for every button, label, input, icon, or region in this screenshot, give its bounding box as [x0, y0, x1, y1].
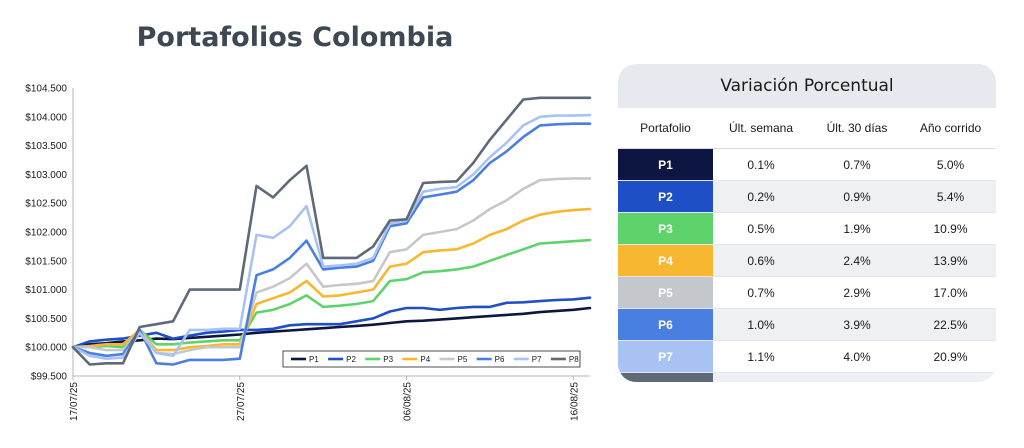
- table-row: P2 0.2% 0.9% 5.4%: [618, 180, 996, 213]
- series-line-p4: [71, 207, 592, 352]
- ult-30-dias-cell: 0.9%: [809, 180, 905, 213]
- legend-label-p3: P3: [383, 355, 393, 364]
- chart-title: Portafolios Colombia: [136, 22, 454, 53]
- legend-label-p8: P8: [569, 355, 579, 364]
- y-tick-label: $100.500: [25, 314, 67, 325]
- y-tick-label: $101.500: [25, 256, 67, 267]
- table-row: P3 0.5% 1.9% 10.9%: [618, 212, 996, 245]
- y-tick-label: $102.000: [25, 228, 67, 239]
- variation-table-card: Variación Porcentual Portafolio Últ. sem…: [618, 64, 996, 382]
- legend-box: [282, 350, 581, 368]
- series-line-p1: [71, 306, 592, 349]
- portfolio-cell: P3: [618, 212, 713, 245]
- series-line-p6: [71, 122, 592, 366]
- table-row: P6 1.0% 3.9% 22.5%: [618, 308, 996, 341]
- table-row: P7 1.1% 4.0% 20.9%: [618, 340, 996, 373]
- portfolio-cell: P5: [618, 276, 713, 309]
- x-tick-label: 06/08/25: [403, 382, 414, 421]
- ult-semana-cell: 0.6%: [713, 244, 809, 277]
- portfolio-cell: P7: [618, 340, 713, 373]
- ult-30-dias-cell: 3.9%: [809, 308, 905, 341]
- header-ult-semana: Últ. semana: [713, 108, 809, 149]
- ult-semana-cell: 1.2%: [713, 372, 809, 382]
- ult-30-dias-cell: 4.0%: [809, 340, 905, 373]
- ult-30-dias-cell: 4.3%: [809, 372, 905, 382]
- ano-corrido-cell: 10.9%: [905, 212, 996, 245]
- y-tick-label: $104.000: [25, 112, 67, 123]
- x-tick-label: 27/07/25: [236, 382, 247, 421]
- table-row: P4 0.6% 2.4% 13.9%: [618, 244, 996, 277]
- ano-corrido-cell: 22.5%: [905, 308, 996, 341]
- ult-30-dias-cell: 2.4%: [809, 244, 905, 277]
- series-line-p7: [71, 113, 592, 361]
- ult-semana-cell: 1.0%: [713, 308, 809, 341]
- header-portafolio: Portafolio: [618, 108, 713, 149]
- ano-corrido-cell: 5.4%: [905, 180, 996, 213]
- y-tick-label: $101.000: [25, 285, 67, 296]
- ult-30-dias-cell: 0.7%: [809, 148, 905, 181]
- ano-corrido-cell: 19.9%: [905, 372, 996, 382]
- ult-semana-cell: 0.1%: [713, 148, 809, 181]
- ult-30-dias-cell: 2.9%: [809, 276, 905, 309]
- ano-corrido-cell: 17.0%: [905, 276, 996, 309]
- legend-label-p5: P5: [458, 355, 468, 364]
- table-row: P5 0.7% 2.9% 17.0%: [618, 276, 996, 309]
- portfolio-cell: P6: [618, 308, 713, 341]
- ult-semana-cell: 0.5%: [713, 212, 809, 245]
- table-row: P1 0.1% 0.7% 5.0%: [618, 148, 996, 181]
- header-ano-corrido: Año corrido: [905, 108, 996, 149]
- y-tick-label: $99.500: [31, 372, 68, 383]
- y-tick-label: $103.000: [25, 170, 67, 181]
- legend-label-p4: P4: [420, 355, 430, 364]
- y-tick-label: $104.500: [25, 84, 67, 95]
- series-line-p2: [71, 296, 592, 349]
- table-row: P81.2%4.3%19.9%: [618, 372, 996, 382]
- legend-label-p6: P6: [495, 355, 505, 364]
- portfolio-cell: P8: [618, 372, 713, 382]
- ano-corrido-cell: 13.9%: [905, 244, 996, 277]
- table-title: Variación Porcentual: [618, 64, 996, 108]
- header-ult-30-dias: Últ. 30 días: [809, 108, 905, 149]
- variation-table: Portafolio Últ. semana Últ. 30 días Año …: [618, 108, 996, 382]
- legend-label-p2: P2: [346, 355, 356, 364]
- line-chart: $99.500 $100.000 $100.500 $101.000 $101.500 $…: [25, 84, 592, 421]
- x-tick-label: 16/08/25: [569, 382, 580, 421]
- ult-semana-cell: 0.2%: [713, 180, 809, 213]
- portfolio-cell: P4: [618, 244, 713, 277]
- y-tick-label: $100.000: [25, 343, 67, 354]
- series-line-p3: [71, 238, 592, 349]
- portfolio-cell: P1: [618, 148, 713, 181]
- ano-corrido-cell: 20.9%: [905, 340, 996, 373]
- ano-corrido-cell: 5.0%: [905, 148, 996, 181]
- ult-30-dias-cell: 1.9%: [809, 212, 905, 245]
- ult-semana-cell: 1.1%: [713, 340, 809, 373]
- y-tick-label: $102.500: [25, 199, 67, 210]
- legend-label-p7: P7: [532, 355, 542, 364]
- portfolio-cell: P2: [618, 180, 713, 213]
- ult-semana-cell: 0.7%: [713, 276, 809, 309]
- x-tick-label: 17/07/25: [69, 382, 80, 421]
- series-line-p8: [71, 96, 592, 366]
- legend-label-p1: P1: [309, 355, 319, 364]
- y-tick-label: $103.500: [25, 141, 67, 152]
- table-header-row: Portafolio Últ. semana Últ. 30 días Año …: [618, 108, 996, 149]
